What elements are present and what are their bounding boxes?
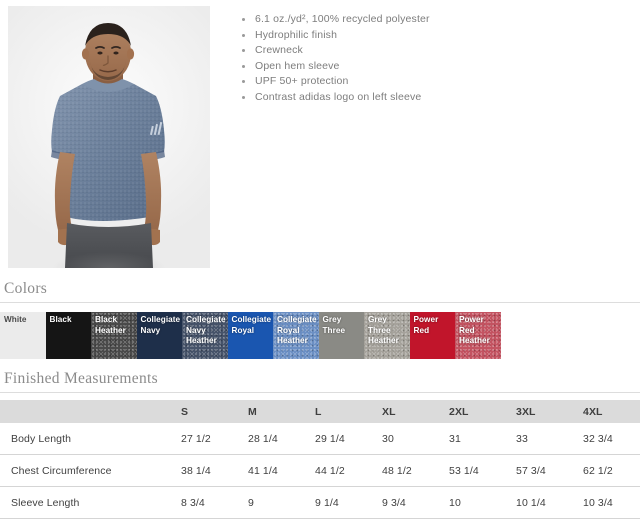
- measurement-cell: 9 1/4: [315, 486, 382, 519]
- measurement-cell: 62 1/2: [583, 454, 640, 487]
- measurement-cell: 57 3/4: [516, 454, 583, 487]
- feature-item: UPF 50+ protection: [242, 74, 430, 90]
- color-swatch-label: Black Heather: [95, 315, 126, 335]
- color-swatch[interactable]: Grey Three: [318, 312, 364, 359]
- product-photo[interactable]: [8, 6, 210, 268]
- table-header-size: XL: [382, 400, 449, 423]
- measurement-cell: 30: [382, 423, 449, 455]
- measurement-cell: 53 1/4: [449, 454, 516, 487]
- color-swatch-label: White: [4, 315, 27, 324]
- color-swatch-label: Black: [49, 315, 72, 324]
- measurements-heading: Finished Measurements: [4, 370, 158, 387]
- feature-item: 6.1 oz./yd², 100% recycled polyester: [242, 12, 430, 28]
- table-header-blank: [0, 400, 181, 423]
- measurement-cell: 38 1/4: [181, 454, 248, 487]
- measurement-row-label: Chest Circumference: [0, 454, 181, 487]
- feature-item: Hydrophilic finish: [242, 28, 430, 44]
- color-swatch-label: Collegiate Royal: [231, 315, 272, 335]
- feature-item: Open hem sleeve: [242, 59, 430, 75]
- table-row: Body Length 27 1/2 28 1/4 29 1/4 30 31 33 32 3/…: [0, 423, 640, 455]
- table-header-size: L: [315, 400, 382, 423]
- color-swatch-label: Power Red: [413, 315, 439, 335]
- measurement-cell: 9: [248, 486, 315, 519]
- measurement-row-label: Sleeve Length: [0, 486, 181, 519]
- measurement-cell: 44 1/2: [315, 454, 382, 487]
- color-swatch-row: White Black Black Heather Collegiate Navy Co…: [0, 312, 501, 359]
- color-swatch[interactable]: White: [0, 312, 46, 359]
- color-swatch[interactable]: Grey Three Heather: [364, 312, 410, 359]
- measurement-cell: 29 1/4: [315, 423, 382, 455]
- measurement-cell: 10: [449, 486, 516, 519]
- measurement-cell: 10 3/4: [583, 486, 640, 519]
- measurement-cell: 28 1/4: [248, 423, 315, 455]
- color-swatch[interactable]: Power Red Heather: [455, 312, 501, 359]
- feature-item: Crewneck: [242, 43, 430, 59]
- color-swatch-label: Grey Three Heather: [368, 315, 399, 345]
- product-features-list: 6.1 oz./yd², 100% recycled polyester Hyd…: [242, 12, 430, 105]
- table-row: Chest Circumference 38 1/4 41 1/4 44 1/2 48 …: [0, 454, 640, 487]
- color-swatch[interactable]: Power Red: [409, 312, 455, 359]
- table-header-size: 4XL: [583, 400, 640, 423]
- table-row: Sleeve Length 8 3/4 9 9 1/4 9 3/4 10 10 1/4 10 …: [0, 486, 640, 519]
- colors-heading: Colors: [4, 280, 48, 297]
- colors-divider: [0, 302, 640, 303]
- color-swatch[interactable]: Collegiate Navy: [136, 312, 182, 359]
- colors-section: Colors White Black Black Heather Collegiate…: [0, 280, 640, 359]
- color-swatch-label: Power Red Heather: [459, 315, 490, 345]
- measurement-cell: 48 1/2: [382, 454, 449, 487]
- color-swatch[interactable]: Collegiate Navy Heather: [182, 312, 228, 359]
- color-swatch[interactable]: Black: [45, 312, 91, 359]
- measurement-cell: 9 3/4: [382, 486, 449, 519]
- measurements-divider: [0, 392, 640, 393]
- photo-drop-shadow: [52, 252, 166, 268]
- product-overview: 6.1 oz./yd², 100% recycled polyester Hyd…: [8, 6, 430, 268]
- color-swatch[interactable]: Black Heather: [91, 312, 137, 359]
- measurements-table: S M L XL 2XL 3XL 4XL Body Length 27 1/2 28 1/4 29…: [0, 400, 640, 519]
- measurement-cell: 33: [516, 423, 583, 455]
- color-swatch-label: Collegiate Navy Heather: [186, 315, 226, 345]
- measurements-table-body: Body Length 27 1/2 28 1/4 29 1/4 30 31 33 32 3/…: [0, 423, 640, 519]
- measurement-cell: 31: [449, 423, 516, 455]
- measurement-row-label: Body Length: [0, 423, 181, 455]
- measurement-cell: 41 1/4: [248, 454, 315, 487]
- table-header-size: 2XL: [449, 400, 516, 423]
- measurement-cell: 32 3/4: [583, 423, 640, 455]
- color-swatch-label: Collegiate Navy: [140, 315, 181, 335]
- table-header-size: M: [248, 400, 315, 423]
- table-header-row: S M L XL 2XL 3XL 4XL: [0, 400, 640, 423]
- feature-item: Contrast adidas logo on left sleeve: [242, 90, 430, 106]
- measurement-cell: 10 1/4: [516, 486, 583, 519]
- measurement-cell: 8 3/4: [181, 486, 248, 519]
- color-swatch[interactable]: Collegiate Royal: [227, 312, 273, 359]
- measurement-cell: 27 1/2: [181, 423, 248, 455]
- color-swatch-label: Grey Three: [322, 315, 346, 335]
- table-header-size: S: [181, 400, 248, 423]
- color-swatch-label: Collegiate Royal Heather: [277, 315, 317, 345]
- measurements-table-head: S M L XL 2XL 3XL 4XL: [0, 400, 640, 423]
- table-header-size: 3XL: [516, 400, 583, 423]
- color-swatch[interactable]: Collegiate Royal Heather: [273, 312, 319, 359]
- model-figure-illustration: [51, 23, 165, 268]
